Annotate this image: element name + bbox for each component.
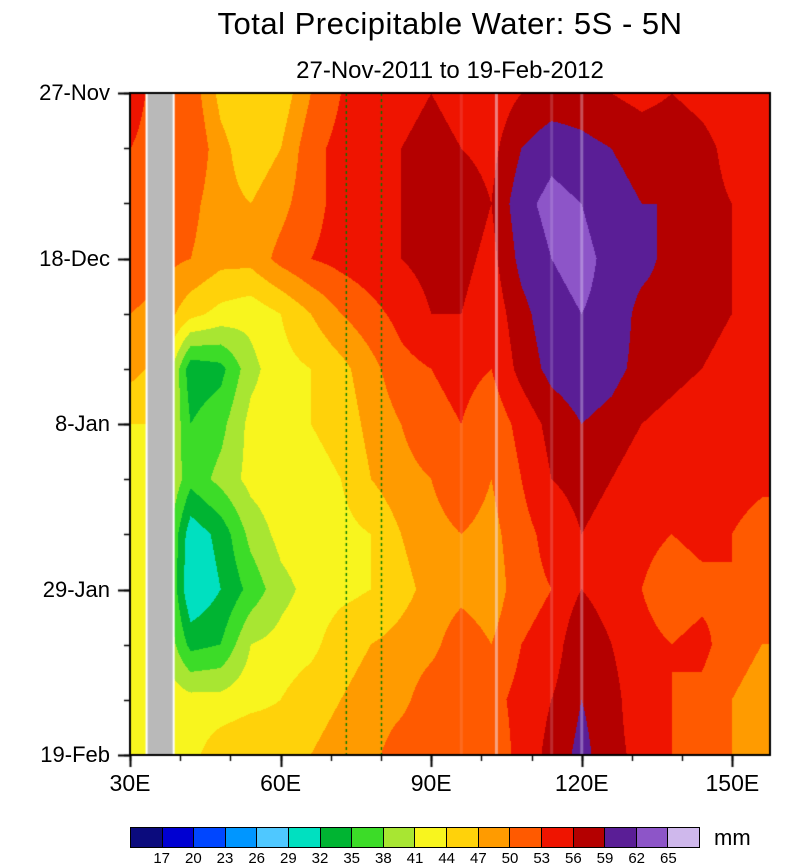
y-axis-tick-labels: 27-Nov 18-Dec 8-Jan 29-Jan 19-Feb: [0, 0, 114, 867]
colorbar-box: [352, 828, 384, 847]
y-tick-label: 29-Jan: [42, 576, 110, 602]
y-tick-label: 8-Jan: [54, 411, 110, 436]
x-tick-label: 60E: [260, 770, 302, 796]
colorbar-tick-label: 32: [311, 850, 329, 867]
y-tick-label: 19-Feb: [40, 742, 110, 767]
colorbar-tick-label: 62: [628, 850, 645, 867]
y-tick-label: 27-Nov: [39, 80, 110, 105]
colorbar-tick-label: 50: [501, 850, 519, 867]
colorbar-box: [225, 828, 258, 847]
y-tick-label: 18-Dec: [39, 245, 110, 271]
colorbar-box: [415, 828, 448, 847]
x-tick-label: 90E: [410, 770, 452, 796]
colorbar-tick-label: 44: [438, 850, 455, 867]
colorbar-box: [320, 828, 353, 847]
colorbar-tick-label: 41: [406, 850, 424, 867]
colorbar-box: [636, 828, 669, 847]
colorbar-tick-label: 35: [343, 850, 360, 867]
chart-title: Total Precipitable Water: 5S - 5N: [217, 6, 683, 41]
colorbar-box: [510, 828, 542, 847]
colorbar-tick-label: 17: [153, 850, 170, 867]
colorbar-tick-label: 38: [374, 850, 392, 867]
colorbar-box: [383, 828, 416, 847]
colorbar-box: [668, 828, 699, 847]
colorbar-units-label: mm: [714, 825, 751, 850]
x-axis-tick-labels: 30E 60E 90E 120E 150E: [0, 770, 801, 800]
colorbar-tick-label: 65: [659, 850, 677, 867]
chart-subtitle: 27-Nov-2011 to 19-Feb-2012: [296, 57, 604, 84]
colorbar-box: [162, 828, 195, 847]
x-tick-label: 120E: [554, 770, 609, 796]
colorbar-box: [131, 828, 163, 847]
colorbar-tick-label: 53: [533, 850, 550, 867]
colorbar-box: [289, 828, 321, 847]
colorbar-box: [257, 828, 290, 847]
colorbar-boxes: [130, 827, 700, 848]
colorbar-box: [447, 828, 479, 847]
colorbar-tick-label: 26: [248, 850, 265, 867]
x-tick-label: 30E: [109, 770, 151, 796]
colorbar-box: [573, 828, 606, 847]
x-tick-label: 150E: [705, 770, 760, 796]
colorbar-tick-label: 56: [564, 850, 582, 867]
colorbar-tick-label: 59: [596, 850, 614, 867]
colorbar-box: [541, 828, 574, 847]
colorbar-tick-label: 29: [279, 850, 297, 867]
colorbar-box: [478, 828, 511, 847]
colorbar-box: [605, 828, 637, 847]
colorbar-box: [194, 828, 226, 847]
colorbar-tick-label: 20: [184, 850, 202, 867]
colorbar-tick-label: 47: [469, 850, 487, 867]
colorbar-tick-label: 23: [216, 850, 234, 867]
colorbar-labels: 17 20 23 26 29 32 35 38 41 44 47 50 53 56 59 62 65: [0, 850, 801, 867]
